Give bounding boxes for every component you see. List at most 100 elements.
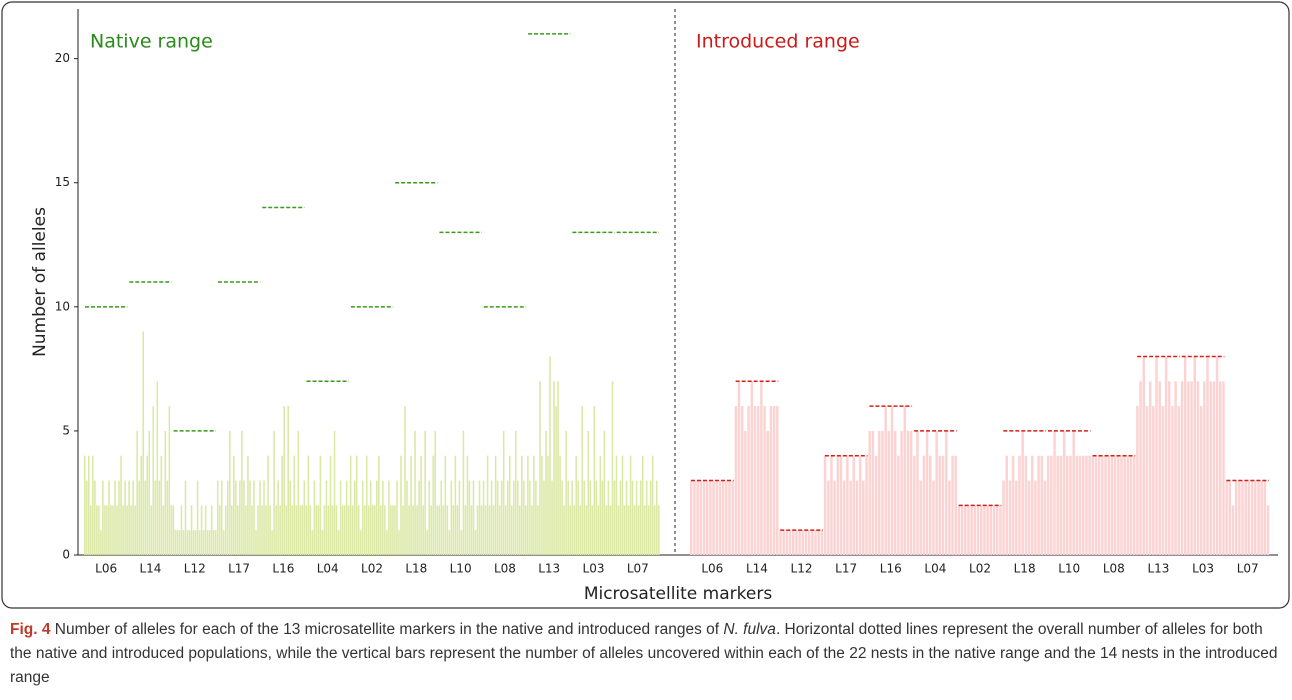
nest-bar: [601, 480, 604, 555]
nest-bar: [801, 530, 805, 555]
nest-bar: [180, 505, 183, 555]
nest-bar: [639, 480, 642, 555]
nest-bar: [249, 480, 251, 555]
nest-bar: [653, 505, 656, 555]
nest-bar: [573, 505, 575, 555]
nest-bar: [1107, 455, 1110, 555]
nest-bar: [289, 480, 291, 555]
nest-bar: [1021, 430, 1024, 555]
nest-bar: [488, 505, 491, 555]
nest-bar: [583, 480, 586, 555]
nest-bar: [1171, 406, 1174, 555]
nest-bar: [454, 455, 457, 555]
nest-bar: [130, 505, 132, 555]
nest-bar: [156, 381, 159, 555]
nest-bar: [976, 505, 980, 555]
nest-bar: [327, 505, 330, 555]
nest-bar: [772, 406, 776, 555]
nest-bar: [807, 530, 811, 555]
nest-bar: [849, 480, 852, 555]
nest-bar: [753, 406, 757, 555]
nest-bar: [243, 480, 245, 555]
nest-bar: [166, 480, 169, 555]
nest-bar: [699, 480, 703, 555]
nest-bar: [351, 505, 354, 555]
nest-bar: [235, 480, 237, 555]
nest-bar: [400, 455, 402, 555]
nest-bar: [470, 505, 473, 555]
nest-bar: [619, 480, 622, 555]
nest-bar: [782, 530, 785, 555]
nest-bar: [737, 381, 741, 555]
nest-bar: [98, 505, 100, 555]
x-tick-label: L04: [924, 562, 946, 576]
x-tick-label: L08: [494, 562, 516, 576]
nest-bar: [446, 505, 449, 555]
nest-bar: [702, 480, 706, 555]
nest-bar: [1024, 455, 1028, 555]
nest-bar: [206, 530, 209, 555]
nest-bar: [1187, 381, 1190, 555]
nest-bar: [750, 381, 754, 555]
nest-bar: [1136, 406, 1139, 555]
nest-bar: [916, 430, 919, 555]
nest-bar: [791, 530, 795, 555]
nest-bar: [90, 505, 92, 555]
nest-bar: [531, 505, 533, 555]
nest-bar: [1110, 455, 1114, 555]
panel-title: Introduced range: [696, 31, 860, 53]
nest-bar: [458, 480, 461, 555]
nest-bar: [525, 505, 527, 555]
nest-bar: [231, 505, 233, 555]
nest-bar: [1113, 455, 1117, 555]
nest-bar: [1206, 356, 1209, 555]
nest-bar: [637, 505, 640, 555]
nest-bar: [830, 455, 833, 555]
nest-bar: [721, 480, 725, 555]
nest-bar: [408, 505, 410, 555]
nest-bar: [208, 530, 211, 555]
y-tick-label: 15: [55, 175, 70, 189]
nest-bar: [577, 480, 579, 555]
nest-bar: [112, 505, 114, 555]
nest-bar: [303, 480, 306, 555]
nest-bar: [563, 505, 565, 555]
nest-bar: [1142, 356, 1146, 555]
nest-bar: [460, 530, 463, 555]
nest-bar: [581, 406, 584, 555]
nest-bar: [321, 530, 324, 555]
caption-label: Fig. 4: [10, 621, 51, 638]
nest-bar: [1168, 381, 1171, 555]
nest-bar: [964, 505, 967, 555]
nest-bar: [1238, 480, 1241, 555]
nest-bar: [106, 505, 108, 555]
nest-bar: [814, 530, 817, 555]
nest-bar: [281, 455, 283, 555]
nest-bar: [893, 430, 897, 555]
nest-bar: [406, 480, 408, 555]
x-tick-label: L16: [880, 562, 902, 576]
figure-border: [1, 1, 1290, 609]
nest-bar: [214, 530, 217, 555]
nest-bar: [315, 505, 318, 555]
nest-bar: [579, 505, 582, 555]
nest-bar: [512, 480, 515, 555]
nest-bar: [627, 505, 630, 555]
nest-bar: [1225, 480, 1228, 555]
nest-bar: [1244, 480, 1247, 555]
nest-bar: [376, 480, 378, 555]
nest-bar: [1228, 480, 1232, 555]
nest-bar: [992, 505, 996, 555]
nest-bar: [140, 455, 142, 555]
nest-bar: [1081, 455, 1085, 555]
nest-bar: [96, 505, 98, 555]
nest-bar: [1164, 356, 1168, 555]
caption-species: N. fulva: [723, 621, 776, 638]
nest-bar: [989, 505, 993, 555]
nest-bar: [285, 505, 287, 555]
x-tick-label: L16: [272, 562, 294, 576]
nest-bar: [216, 480, 219, 555]
nest-bar: [852, 455, 856, 555]
nest-bar: [1234, 480, 1238, 555]
